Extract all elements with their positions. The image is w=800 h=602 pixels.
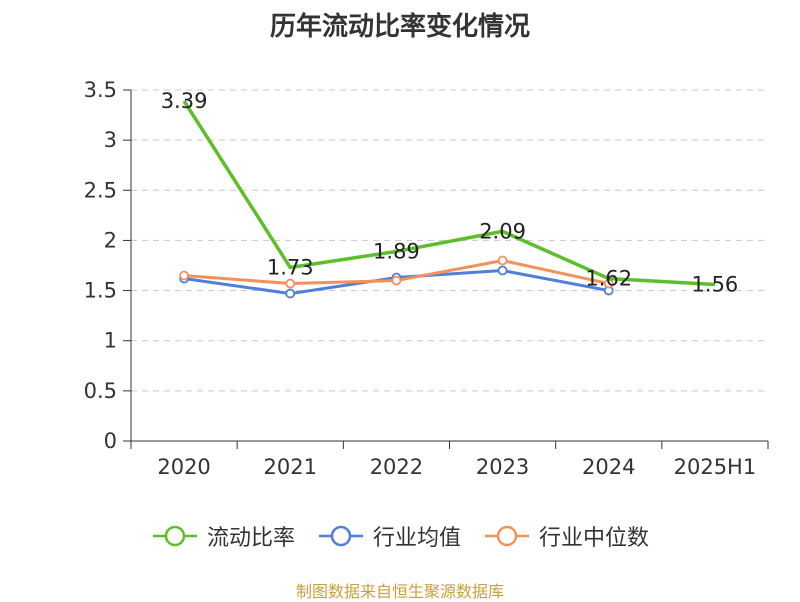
data-label: 1.56 [692, 273, 739, 297]
legend-label: 行业中位数 [539, 526, 650, 551]
y-tick-label: 0 [104, 429, 117, 453]
y-tick-label: 0.5 [84, 379, 117, 403]
legend: 流动比率 行业均值 行业中位数 [0, 518, 800, 554]
legend-swatch-icon [318, 525, 363, 547]
data-label: 2.09 [479, 219, 526, 243]
chart-title: 历年流动比率变化情况 [269, 12, 530, 42]
legend-item-1[interactable]: 流动比率 [151, 520, 295, 552]
y-tick-label: 2 [104, 228, 117, 252]
series-point-2 [497, 265, 508, 276]
data-label: 1.89 [373, 239, 420, 263]
y-tick-label: 1 [104, 329, 117, 353]
x-tick-label: 2021 [264, 455, 317, 479]
legend-marker [164, 525, 186, 547]
y-tick-label: 1.5 [84, 279, 117, 303]
x-tick-label: 2025H1 [674, 455, 757, 479]
x-tick-label: 2020 [157, 455, 210, 479]
legend-marker [496, 525, 518, 547]
legend-item-3[interactable]: 行业中位数 [483, 520, 649, 552]
legend-label: 行业均值 [372, 526, 461, 551]
data-label: 1.62 [585, 267, 632, 291]
legend-marker [330, 525, 352, 547]
series-point-3 [179, 270, 189, 281]
x-tick-label: 2023 [476, 455, 529, 479]
series-point-3 [285, 278, 296, 289]
y-tick-label: 2.5 [84, 178, 117, 202]
legend-item-2[interactable]: 行业均值 [317, 520, 461, 552]
legend-label: 流动比率 [206, 526, 295, 551]
series-point-2 [285, 288, 296, 299]
series-point-3 [391, 275, 402, 286]
legend-swatch-icon [152, 525, 197, 547]
data-label: 1.73 [267, 256, 314, 280]
y-tick-label: 3.5 [84, 78, 117, 102]
legend-swatch-icon [485, 525, 529, 547]
x-tick-label: 2022 [370, 455, 423, 479]
x-tick-label: 2024 [582, 455, 635, 479]
y-tick-label: 3 [104, 128, 117, 152]
series-point-3 [497, 255, 508, 266]
data-label: 3.39 [161, 89, 208, 113]
series-line-1 [182, 100, 716, 287]
source-note: 制图数据来自恒生聚源数据库 [295, 582, 504, 601]
